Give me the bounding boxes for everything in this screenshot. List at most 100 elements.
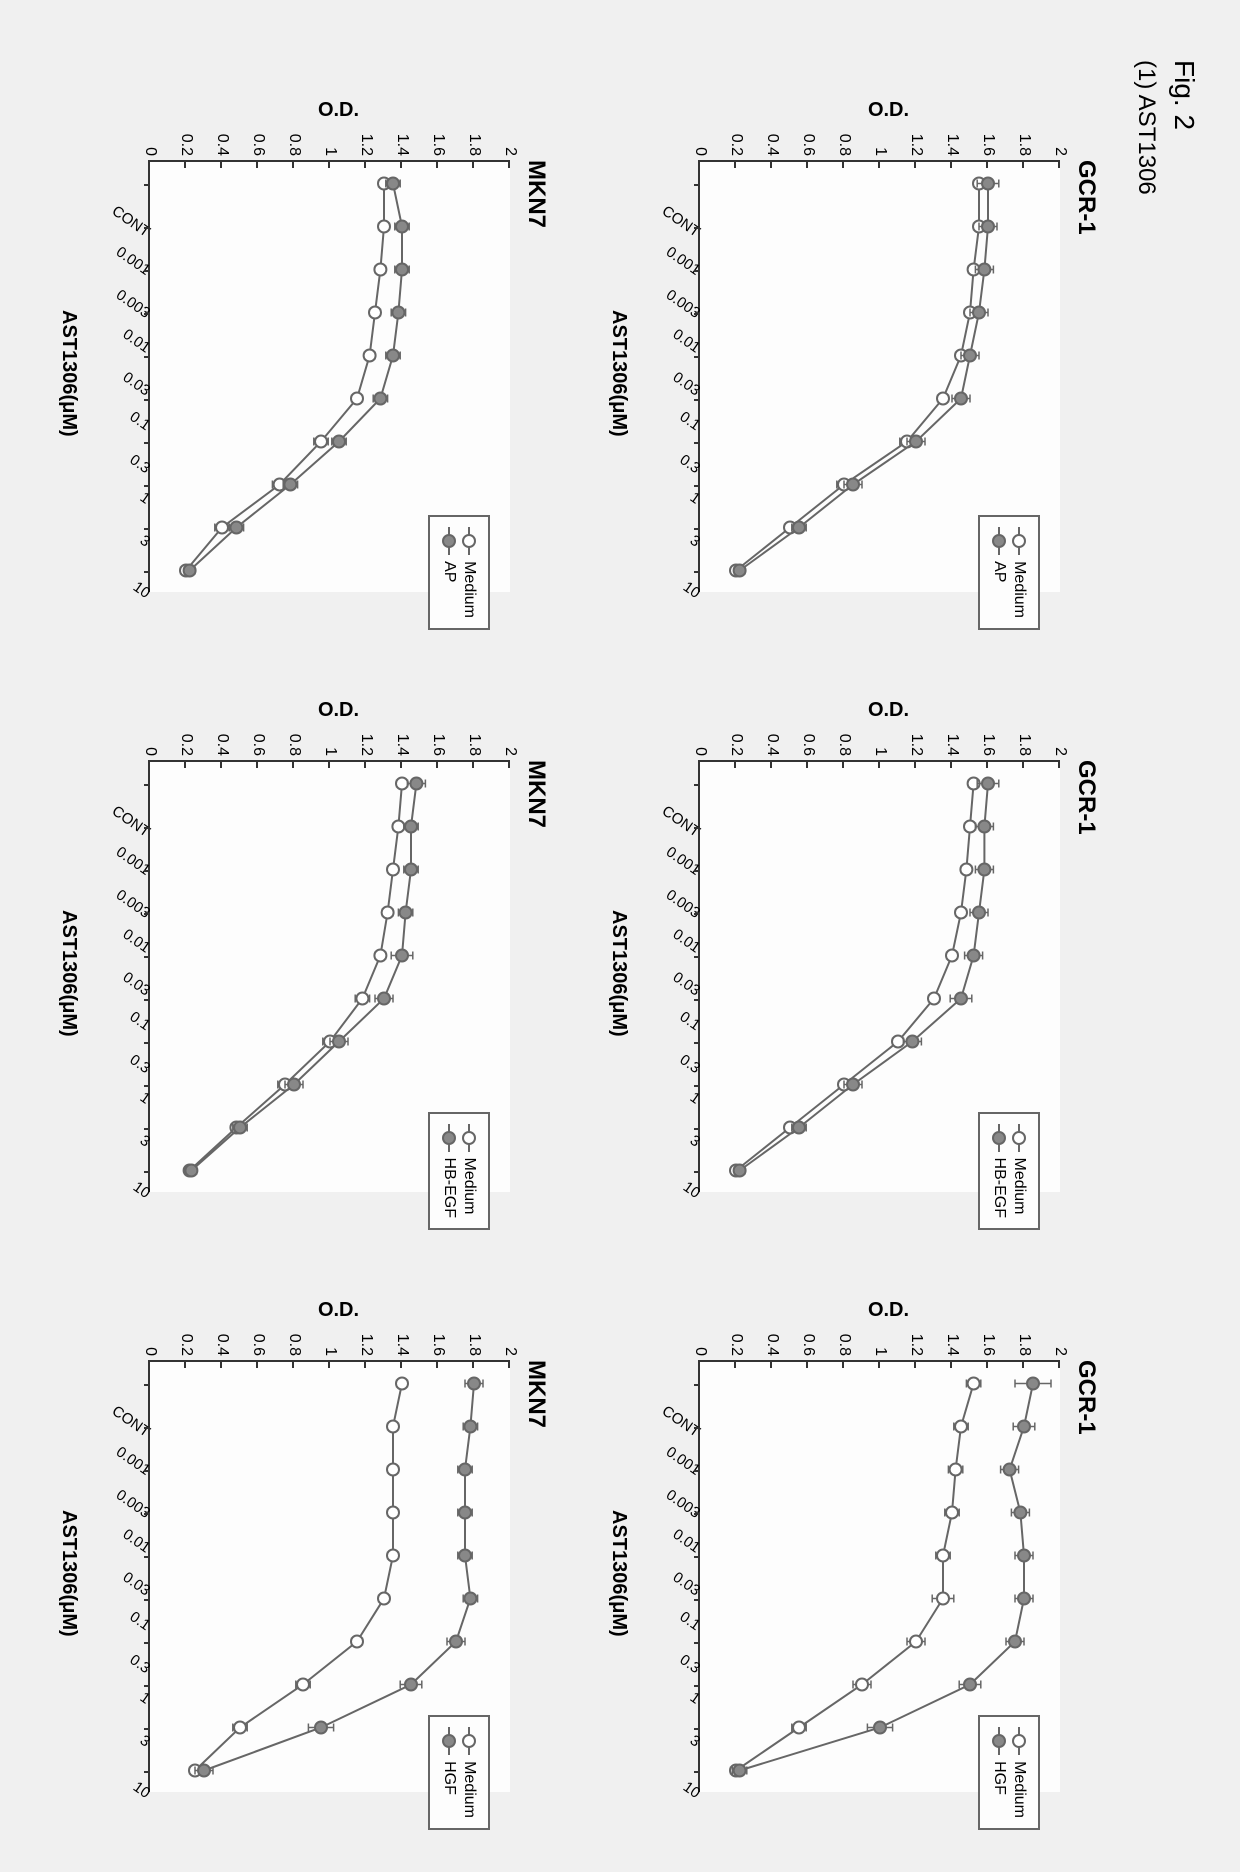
chart-title: GCR-1 [1072, 1360, 1100, 1435]
y-tick: 1.8 [465, 716, 483, 762]
y-tick: 0 [691, 1316, 709, 1362]
y-tick: 1.8 [1015, 116, 1033, 162]
y-axis-label: O.D. [868, 699, 909, 722]
x-tick: 0.003 [113, 886, 154, 921]
x-tick: 0.03 [670, 368, 704, 399]
x-tick: 0.003 [113, 1486, 154, 1521]
y-tick: 0.6 [249, 716, 267, 762]
y-tick: 1 [871, 116, 889, 162]
y-tick: 1 [321, 716, 339, 762]
x-tick: 0.001 [663, 843, 704, 878]
x-tick: 0.03 [670, 1568, 704, 1599]
x-tick: CONT [659, 1402, 704, 1440]
x-tick: 0.01 [670, 1525, 704, 1556]
y-tick: 1.4 [943, 716, 961, 762]
x-tick: 0.001 [663, 1443, 704, 1478]
legend-item: Medium [460, 1727, 478, 1818]
y-tick: 2 [501, 116, 519, 162]
x-axis-label: AST1306(μM) [607, 910, 630, 1037]
x-tick: 0.01 [670, 325, 704, 356]
y-tick: 0.4 [763, 716, 781, 762]
y-tick: 1 [321, 1316, 339, 1362]
y-tick: 0 [691, 116, 709, 162]
x-tick: CONT [109, 802, 154, 840]
y-tick: 0.8 [835, 716, 853, 762]
x-axis-label: AST1306(μM) [607, 1510, 630, 1637]
y-tick: 1.6 [979, 1316, 997, 1362]
y-tick: 1.6 [979, 116, 997, 162]
legend-item: Medium [1010, 527, 1028, 618]
x-tick: 0.003 [663, 886, 704, 921]
chart-title: MKN7 [522, 160, 550, 228]
y-tick: 0.2 [727, 716, 745, 762]
y-tick: 0 [141, 116, 159, 162]
x-tick: CONT [109, 202, 154, 240]
y-tick: 2 [501, 1316, 519, 1362]
y-tick: 0.8 [835, 116, 853, 162]
y-tick: 1.4 [393, 116, 411, 162]
y-tick: 1.8 [1015, 1316, 1033, 1362]
x-tick: CONT [659, 802, 704, 840]
y-tick: 0.2 [177, 1316, 195, 1362]
y-tick: 2 [1051, 116, 1069, 162]
x-tick: 0.001 [113, 843, 154, 878]
y-tick: 1.6 [429, 1316, 447, 1362]
y-tick: 0 [691, 716, 709, 762]
y-tick: 1.4 [943, 116, 961, 162]
y-axis-label: O.D. [318, 1299, 359, 1322]
x-tick: 0.003 [663, 286, 704, 321]
y-tick: 0.6 [799, 1316, 817, 1362]
x-tick: 0.01 [120, 925, 154, 956]
y-tick: 1.2 [357, 716, 375, 762]
y-axis-label: O.D. [318, 699, 359, 722]
y-tick: 1 [871, 1316, 889, 1362]
legend: MediumAP [978, 515, 1040, 630]
legend: MediumHB-EGF [428, 1112, 490, 1230]
y-tick: 1.8 [465, 1316, 483, 1362]
y-tick: 0.4 [213, 716, 231, 762]
legend-item: AP [440, 527, 458, 618]
y-tick: 2 [1051, 1316, 1069, 1362]
y-tick: 0 [141, 716, 159, 762]
y-tick: 1 [871, 716, 889, 762]
x-tick: 0.001 [663, 243, 704, 278]
y-tick: 0.2 [177, 116, 195, 162]
x-tick: 0.03 [120, 1568, 154, 1599]
x-tick: 0.01 [120, 325, 154, 356]
y-tick: 1.6 [429, 716, 447, 762]
y-tick: 1.8 [1015, 716, 1033, 762]
x-axis-label: AST1306(μM) [57, 1510, 80, 1637]
legend-item: Medium [460, 1124, 478, 1218]
legend-item: Medium [1010, 1124, 1028, 1218]
y-tick: 0.2 [177, 716, 195, 762]
legend-item: HGF [990, 1727, 1008, 1818]
x-axis-label: AST1306(μM) [57, 310, 80, 437]
legend: MediumHB-EGF [978, 1112, 1040, 1230]
chart-panel: MKN700.20.40.60.811.21.41.61.82CONT0.001… [30, 70, 550, 630]
x-tick: 0.003 [113, 286, 154, 321]
y-tick: 2 [501, 716, 519, 762]
y-tick: 1.2 [357, 116, 375, 162]
y-tick: 1.4 [393, 716, 411, 762]
chart-panel: GCR-100.20.40.60.811.21.41.61.82CONT0.00… [580, 670, 1100, 1230]
x-axis-label: AST1306(μM) [607, 310, 630, 437]
y-tick: 0.4 [213, 116, 231, 162]
legend: MediumHGF [428, 1715, 490, 1830]
legend-item: AP [990, 527, 1008, 618]
y-tick: 0.8 [285, 116, 303, 162]
y-tick: 0.4 [763, 1316, 781, 1362]
x-tick: 0.01 [120, 1525, 154, 1556]
y-tick: 1.2 [907, 116, 925, 162]
y-tick: 1 [321, 116, 339, 162]
y-tick: 1.6 [979, 716, 997, 762]
y-tick: 1.4 [943, 1316, 961, 1362]
y-tick: 0 [141, 1316, 159, 1362]
y-tick: 0.6 [249, 1316, 267, 1362]
x-axis-label: AST1306(μM) [57, 910, 80, 1037]
legend: MediumHGF [978, 1715, 1040, 1830]
x-tick: CONT [659, 202, 704, 240]
chart-title: GCR-1 [1072, 760, 1100, 835]
y-tick: 0.2 [727, 116, 745, 162]
y-axis-label: O.D. [868, 99, 909, 122]
chart-panel: GCR-100.20.40.60.811.21.41.61.82CONT0.00… [580, 70, 1100, 630]
